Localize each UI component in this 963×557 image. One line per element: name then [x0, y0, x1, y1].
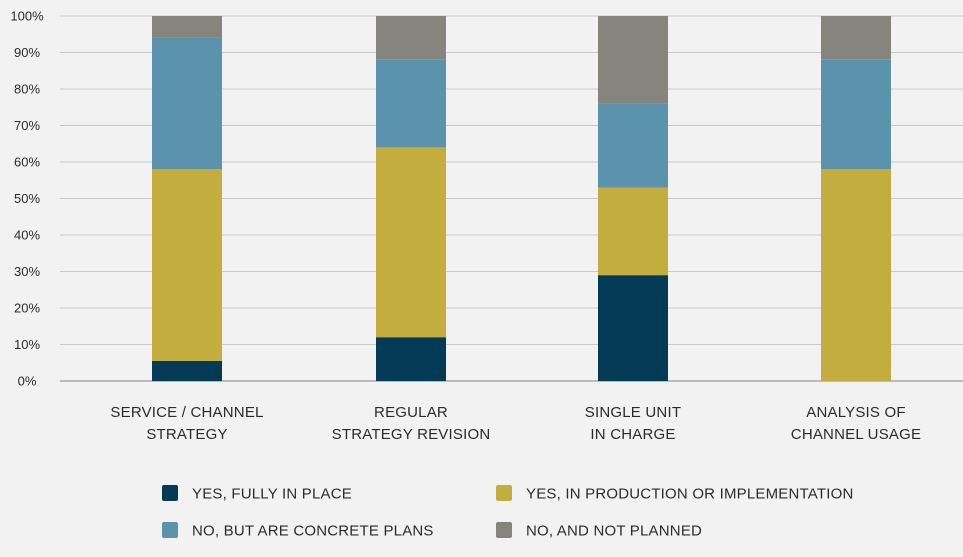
legend-item: NO, AND NOT PLANNED	[496, 522, 702, 540]
bar-stack	[376, 16, 446, 381]
bar-stack	[152, 16, 222, 381]
legend-swatch	[496, 485, 512, 501]
bar-stack	[598, 16, 668, 381]
y-tick-label: 10%	[14, 337, 40, 352]
bar-segment	[152, 37, 222, 170]
legend-swatch	[162, 522, 178, 538]
legend-label: YES, IN PRODUCTION OR IMPLEMENTATION	[526, 486, 854, 503]
legend-item: YES, FULLY IN PLACE	[162, 485, 352, 503]
legend-label: YES, FULLY IN PLACE	[192, 486, 352, 503]
legend-swatch	[162, 485, 178, 501]
y-tick-label: 70%	[14, 118, 40, 133]
bar-segment	[598, 16, 668, 104]
legend: YES, FULLY IN PLACE YES, IN PRODUCTION OR…	[162, 485, 854, 540]
legend-label: NO, AND NOT PLANNED	[526, 523, 702, 540]
y-tick-label: 60%	[14, 155, 40, 170]
legend-item: NO, BUT ARE CONCRETE PLANS	[162, 522, 434, 540]
category-label-line: STRATEGY REVISION	[332, 426, 491, 443]
bars	[152, 16, 891, 381]
bar-segment	[821, 59, 891, 170]
bar-segment	[598, 103, 668, 188]
y-tick-label: 90%	[14, 45, 40, 60]
category-label-line: STRATEGY	[146, 426, 227, 443]
category-label: SERVICE / CHANNEL STRATEGY	[110, 404, 263, 443]
bar-segment	[376, 16, 446, 60]
bar-segment	[376, 147, 446, 338]
y-tick-label: 0%	[18, 374, 37, 389]
bar-stack	[821, 16, 891, 381]
bar-segment	[376, 337, 446, 381]
y-axis-tick-labels: 0% 10% 20% 30% 40% 50% 60% 70% 80% 90% 100%	[10, 9, 44, 389]
category-label-line: SINGLE UNIT	[585, 404, 681, 421]
bar-segment	[821, 16, 891, 60]
bar-segment	[152, 16, 222, 38]
y-tick-label: 100%	[10, 9, 44, 24]
y-tick-label: 80%	[14, 82, 40, 97]
y-tick-label: 30%	[14, 264, 40, 279]
category-label-line: ANALYSIS OF	[806, 404, 905, 421]
x-axis-category-labels: SERVICE / CHANNEL STRATEGY REGULAR STRATEGY…	[110, 404, 921, 443]
category-label: REGULAR STRATEGY REVISION	[332, 404, 491, 443]
legend-label: NO, BUT ARE CONCRETE PLANS	[192, 523, 434, 540]
bar-segment	[598, 187, 668, 276]
category-label-line: SERVICE / CHANNEL	[110, 404, 263, 421]
bar-segment	[376, 59, 446, 148]
y-tick-label: 50%	[14, 191, 40, 206]
bar-segment	[821, 169, 891, 381]
legend-item: YES, IN PRODUCTION OR IMPLEMENTATION	[496, 485, 854, 503]
legend-swatch	[496, 522, 512, 538]
category-label-line: CHANNEL USAGE	[791, 426, 921, 443]
category-label: ANALYSIS OF CHANNEL USAGE	[791, 404, 921, 443]
bar-segment	[152, 360, 222, 381]
category-label-line: IN CHARGE	[590, 426, 675, 443]
y-tick-label: 40%	[14, 228, 40, 243]
bar-segment	[152, 169, 222, 361]
y-tick-label: 20%	[14, 301, 40, 316]
category-label-line: REGULAR	[374, 404, 448, 421]
category-label: SINGLE UNIT IN CHARGE	[585, 404, 681, 443]
bar-segment	[598, 275, 668, 381]
